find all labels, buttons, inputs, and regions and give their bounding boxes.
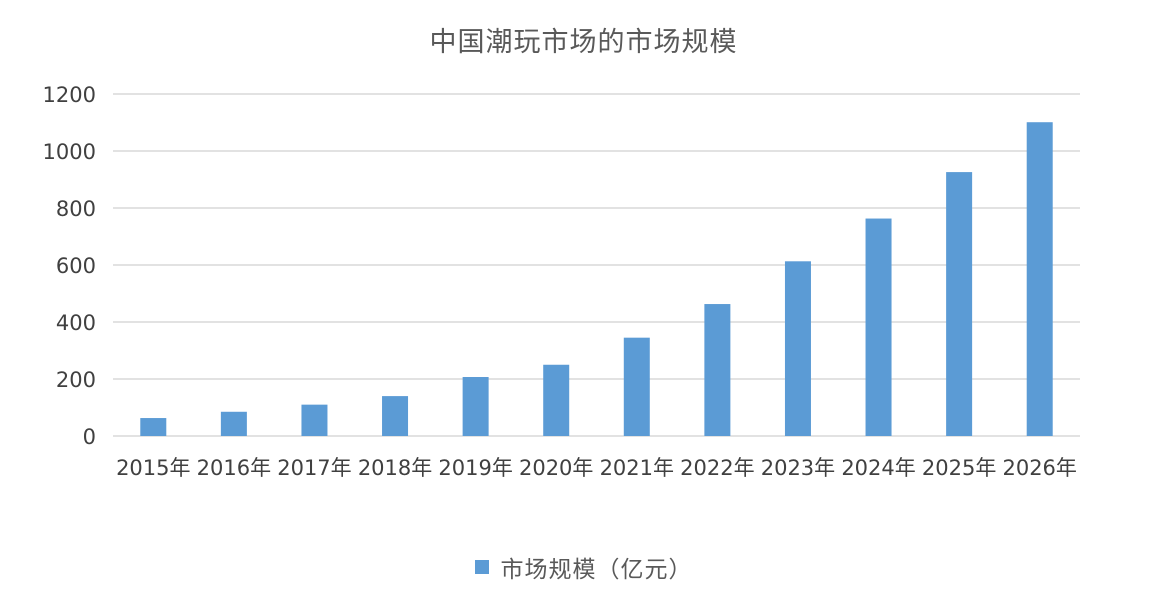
bar-0 <box>140 418 167 436</box>
x-tick-label: 2017年 <box>277 456 351 480</box>
legend: 市场规模（亿元） <box>0 550 1167 584</box>
bar-2 <box>301 404 328 436</box>
x-tick-label: 2018年 <box>358 456 432 480</box>
y-tick-label: 0 <box>83 425 96 449</box>
bar-1 <box>220 411 247 436</box>
x-tick-label: 2019年 <box>438 456 512 480</box>
x-tick-label: 2025年 <box>922 456 996 480</box>
bar-7 <box>704 304 731 436</box>
bar-4 <box>462 377 489 436</box>
y-tick-label: 600 <box>56 254 96 278</box>
bar-3 <box>382 396 409 436</box>
y-tick-label: 1000 <box>43 140 96 164</box>
y-axis-ticks: 0 200 400 600 800 1000 1200 <box>43 83 96 449</box>
legend-label: 市场规模（亿元） <box>500 557 693 583</box>
x-tick-label: 2015年 <box>116 456 190 480</box>
x-tick-label: 2026年 <box>1002 456 1076 480</box>
bar-8 <box>784 261 811 436</box>
y-tick-label: 400 <box>56 311 96 335</box>
bar-11 <box>1026 122 1053 436</box>
legend-swatch <box>474 560 489 574</box>
x-tick-label: 2016年 <box>197 456 271 480</box>
y-tick-label: 800 <box>56 197 96 221</box>
gridlines <box>113 93 1080 437</box>
x-tick-label: 2020年 <box>519 456 593 480</box>
x-tick-label: 2021年 <box>600 456 674 480</box>
bar-6 <box>623 337 650 436</box>
y-tick-label: 200 <box>56 368 96 392</box>
x-tick-label: 2022年 <box>680 456 754 480</box>
x-tick-label: 2023年 <box>761 456 835 480</box>
x-tick-label: 2024年 <box>841 456 915 480</box>
bar-9 <box>865 218 892 436</box>
y-tick-label: 1200 <box>43 83 96 107</box>
bars <box>140 122 1053 436</box>
bar-5 <box>543 364 570 436</box>
x-axis-ticks: 2015年 2016年 2017年 2018年 2019年 2020年 2021年 2022年… <box>116 456 1077 480</box>
bar-10 <box>946 172 973 436</box>
chart-title: 中国潮玩市场的市场规模 <box>429 27 738 58</box>
